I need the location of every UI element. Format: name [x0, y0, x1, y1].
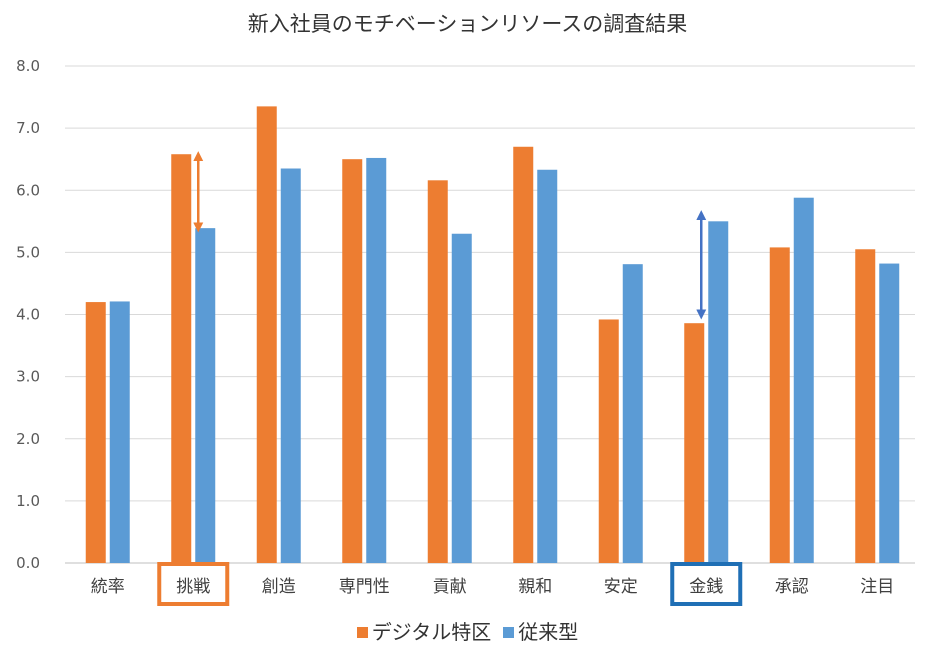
y-tick-label: 7.0 [16, 119, 40, 137]
y-tick-label: 3.0 [16, 368, 40, 386]
bar-digital [684, 323, 705, 563]
x-tick-label: 統率 [91, 577, 125, 597]
bar-digital [513, 146, 534, 563]
y-tick-label: 8.0 [16, 57, 40, 75]
bar-digital [171, 154, 192, 563]
legend-item: デジタル特区 [356, 616, 492, 645]
bar-traditional [622, 264, 643, 563]
bar-digital [256, 106, 277, 563]
y-tick-label: 2.0 [16, 430, 40, 448]
bar-chart: 0.0 1.0 2.0 3.0 4.0 5.0 6.0 7.0 8.0 統率 挑戦 創造 専門性 貢献 親和… [16, 57, 915, 606]
bar-traditional [451, 233, 472, 564]
y-tick-label: 5.0 [16, 243, 40, 261]
bar-traditional [109, 301, 130, 563]
legend-swatch [356, 627, 368, 638]
y-tick-label: 4.0 [16, 306, 40, 324]
bar-digital [85, 302, 106, 563]
y-tick-label: 6.0 [16, 181, 40, 199]
x-tick-label: 貢献 [433, 577, 467, 597]
x-tick-label: 挑戦 [176, 577, 210, 597]
bar-traditional [793, 197, 814, 563]
bar-digital [598, 319, 619, 563]
chart-title: 新入社員のモチベーションリソースの調査結果 [247, 12, 688, 36]
y-tick-label: 0.0 [16, 554, 40, 572]
bar-digital [769, 247, 790, 563]
bar-traditional [879, 263, 900, 563]
x-tick-label: 注目 [860, 577, 894, 597]
highlight-box [670, 562, 743, 606]
bar-digital [342, 159, 363, 563]
x-tick-label: 承認 [775, 577, 809, 597]
bar-digital [427, 180, 448, 563]
bar-traditional [708, 221, 729, 563]
legend-label: 従来型 [518, 620, 579, 644]
x-tick-label: 専門性 [339, 577, 390, 597]
legend-label: デジタル特区 [371, 620, 492, 644]
x-tick-label: 金銭 [689, 577, 723, 597]
legend-swatch [503, 627, 515, 638]
x-tick-label: 安定 [604, 577, 638, 597]
bar-traditional [195, 228, 216, 564]
x-tick-label: 創造 [262, 577, 296, 597]
bar-traditional [537, 169, 558, 563]
x-tick-label: 親和 [518, 577, 552, 597]
bar-traditional [280, 168, 301, 563]
highlight-box [157, 562, 230, 606]
legend: デジタル特区 従来型 [0, 616, 935, 645]
bar-traditional [366, 157, 387, 563]
bar-digital [855, 249, 876, 564]
y-tick-label: 1.0 [16, 492, 40, 510]
legend-item: 従来型 [503, 616, 578, 645]
